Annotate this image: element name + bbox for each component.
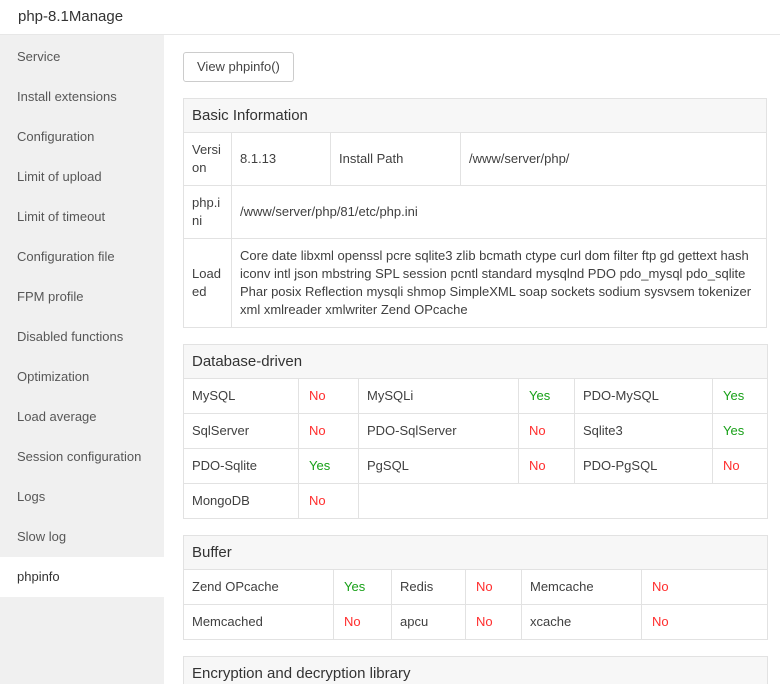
sidebar-item-limit-of-timeout[interactable]: Limit of timeout	[17, 209, 106, 224]
table-row: Zend OPcache Yes Redis No Memcache No	[183, 569, 768, 605]
sidebar-item-limit-of-upload[interactable]: Limit of upload	[17, 169, 102, 184]
basic-information-table: Basic Information Version 8.1.13 Install Pa…	[183, 98, 767, 328]
table-cell: Version	[183, 132, 232, 186]
table-cell: Install Path	[330, 132, 461, 186]
table-cell: php.ini	[183, 185, 232, 239]
sidebar-item-slow-log[interactable]: Slow log	[17, 529, 67, 544]
table-cell	[358, 483, 768, 519]
sidebar-item-configuration-file[interactable]: Configuration file	[17, 249, 115, 264]
status-value-no: No	[333, 604, 392, 640]
table-cell: Zend OPcache	[183, 569, 334, 605]
status-value-yes: Yes	[298, 448, 359, 484]
sidebar-item-fpm-profile[interactable]: FPM profile	[17, 289, 84, 304]
table-row: php.ini/www/server/php/81/etc/php.ini	[183, 185, 767, 239]
table-header-row: Database-driven	[183, 344, 768, 379]
table-cell: apcu	[391, 604, 466, 640]
section-database-driven: Database-driven MySQL No MySQLi Yes PDO-MySQL…	[183, 344, 768, 519]
table-header-row: Buffer	[183, 535, 768, 570]
table-cell: xcache	[521, 604, 642, 640]
app-layout: Service Install extensions Configuration Li…	[0, 35, 780, 684]
status-value-no: No	[465, 604, 522, 640]
table-row: MySQL No MySQLi Yes PDO-MySQL Yes	[183, 378, 768, 414]
section-basic-information: Basic Information Version 8.1.13 Install Pa…	[183, 98, 767, 328]
view-phpinfo-button[interactable]: View phpinfo()	[183, 52, 294, 82]
table-row: Memcached No apcu No xcache No	[183, 604, 768, 640]
sidebar-item-logs[interactable]: Logs	[17, 489, 46, 504]
table-row: Loaded Core date libxml openssl pcre sqli…	[183, 238, 767, 328]
sidebar-item-configuration[interactable]: Configuration	[17, 129, 95, 144]
encryption-library-table: Encryption and decryption libraryZend Op…	[182, 656, 769, 684]
table-cell: PDO-PgSQL	[574, 448, 713, 484]
table-cell: MySQLi	[358, 378, 519, 414]
sidebar-item-disabled-functions[interactable]: Disabled functions	[17, 329, 124, 344]
table-cell: PDO-MySQL	[574, 378, 713, 414]
section-encryption-library: Encryption and decryption libraryZend Op…	[182, 656, 769, 684]
sidebar-item-optimization[interactable]: Optimization	[17, 369, 90, 384]
status-value-no: No	[465, 569, 522, 605]
sidebar-item-load-average[interactable]: Load average	[17, 409, 97, 424]
main-content: View phpinfo() Basic Information Version 8…	[164, 35, 780, 684]
sidebar-item-install-extensions[interactable]: Install extensions	[17, 89, 117, 104]
table-cell: Sqlite3	[574, 413, 713, 449]
status-value-no: No	[298, 378, 359, 414]
table-cell: Core date libxml openssl pcre sqlite3 zl…	[231, 238, 767, 328]
status-value-no: No	[518, 413, 575, 449]
section-title: Database-driven	[183, 344, 768, 379]
table-cell: Redis	[391, 569, 466, 605]
table-cell: Memcache	[521, 569, 642, 605]
table-header-row: Basic Information	[183, 98, 767, 133]
table-cell: MySQL	[183, 378, 299, 414]
section-title: Basic Information	[183, 98, 767, 133]
sidebar-item-phpinfo[interactable]: phpinfo	[0, 557, 164, 597]
status-value-no: No	[641, 569, 768, 605]
status-value-no: No	[298, 483, 359, 519]
section-buffer: Buffer Zend OPcache Yes Redis No Memcache No Me…	[183, 535, 768, 640]
status-value-yes: Yes	[712, 378, 768, 414]
table-cell: /www/server/php/81/etc/php.ini	[231, 185, 767, 239]
table-cell: PDO-Sqlite	[183, 448, 299, 484]
database-driven-table: Database-driven MySQL No MySQLi Yes PDO-MySQL…	[183, 344, 768, 519]
table-header-row: Encryption and decryption library	[182, 656, 769, 684]
table-cell: 8.1.13	[231, 132, 331, 186]
table-cell: MongoDB	[183, 483, 299, 519]
table-cell: PgSQL	[358, 448, 519, 484]
window-title: php-8.1Manage	[0, 0, 780, 35]
sidebar-item-session-configuration[interactable]: Session configuration	[17, 449, 142, 464]
table-cell: Memcached	[183, 604, 334, 640]
buffer-table: Buffer Zend OPcache Yes Redis No Memcache No Me…	[183, 535, 768, 640]
table-row: PDO-Sqlite Yes PgSQL No PDO-PgSQL No	[183, 448, 768, 484]
table-row: SqlServer No PDO-SqlServer No Sqlite3 Yes	[183, 413, 768, 449]
status-value-no: No	[641, 604, 768, 640]
status-value-yes: Yes	[712, 413, 768, 449]
sidebar-item-service[interactable]: Service	[17, 49, 61, 64]
status-value-yes: Yes	[333, 569, 392, 605]
status-value-no: No	[712, 448, 768, 484]
status-value-no: No	[298, 413, 359, 449]
table-cell: /www/server/php/	[460, 132, 767, 186]
table-row: Version 8.1.13 Install Path/www/server/php…	[183, 132, 767, 186]
table-cell: SqlServer	[183, 413, 299, 449]
status-value-no: No	[518, 448, 575, 484]
section-title: Encryption and decryption library	[182, 656, 769, 684]
table-cell: Loaded	[183, 238, 232, 328]
table-cell: PDO-SqlServer	[358, 413, 519, 449]
table-row: MongoDB No	[183, 483, 768, 519]
status-value-yes: Yes	[518, 378, 575, 414]
sidebar: Service Install extensions Configuration Li…	[0, 35, 164, 684]
section-title: Buffer	[183, 535, 768, 570]
